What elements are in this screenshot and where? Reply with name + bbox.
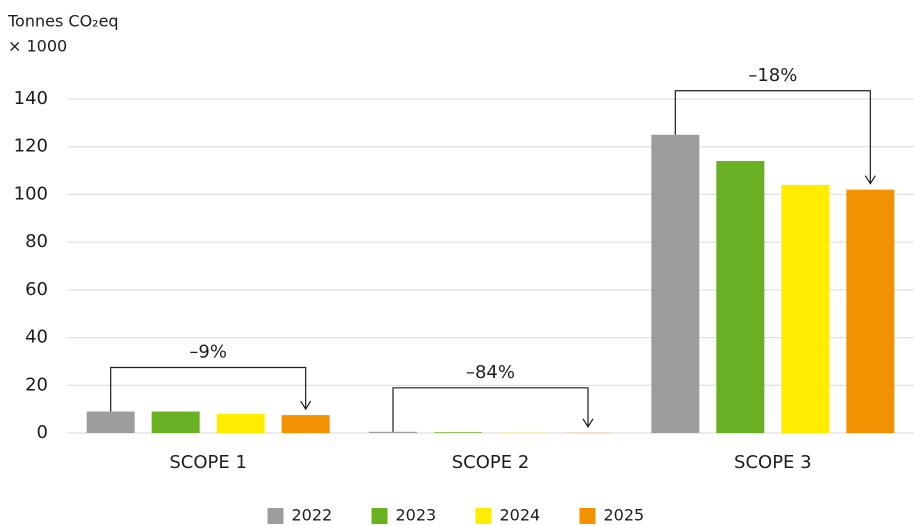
legend-swatch [579,508,596,524]
annotation: –9% [189,342,227,363]
y-tick-label: 80 [25,231,48,252]
annotation-bracket [674,90,871,184]
bar [716,161,765,433]
y-tick-label: 40 [25,327,48,348]
bar [369,431,417,433]
y-axis-label: Tonnes CO₂eq [7,12,119,31]
y-tick-label: 140 [14,88,48,109]
x-tick-label: SCOPE 2 [452,452,530,473]
y-axis-unit: × 1000 [8,37,67,56]
legend-swatch [371,508,388,524]
legend-label: 2023 [396,506,437,525]
x-tick-label: SCOPE 3 [734,452,812,473]
y-tick-label: 60 [25,279,48,300]
annotation: –84% [466,362,515,383]
bar [281,415,330,433]
bar [781,184,830,433]
bar [434,432,482,433]
bar [846,189,895,433]
legend-swatch [267,508,284,524]
bar [216,413,265,433]
annotation-bracket [392,387,589,432]
legend-swatch [475,508,492,524]
legend-label: 2022 [292,506,333,525]
x-tick-label: SCOPE 1 [169,452,247,473]
bar [86,411,135,433]
legend-label: 2025 [604,506,645,525]
bar [651,134,700,434]
annotation-arrow [300,400,312,411]
bar [151,411,200,433]
y-tick-label: 120 [14,136,48,157]
annotation: –18% [748,65,797,86]
annotation-arrow [582,418,594,428]
y-tick-label: 100 [14,183,48,204]
legend-label: 2024 [500,506,541,525]
y-tick-label: 20 [25,374,48,395]
annotation-bracket [110,366,307,412]
y-tick-label: 0 [37,422,48,443]
annotation-arrow [864,175,876,185]
